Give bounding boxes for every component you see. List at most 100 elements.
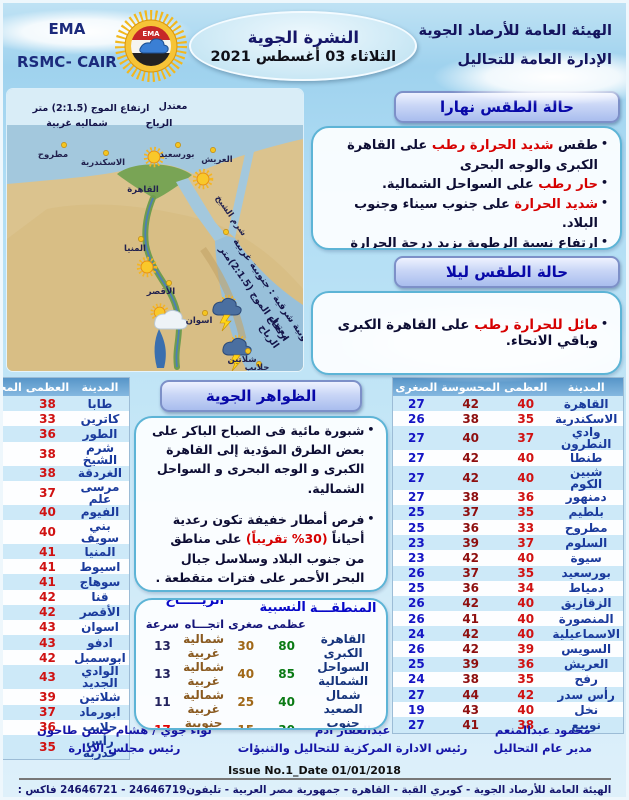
table-cell: 27 — [408, 396, 425, 411]
table-row: العريش 36 39 25 — [393, 656, 623, 672]
table-cell: 39 — [39, 690, 56, 705]
map-city-label: القاهرة — [127, 185, 159, 195]
table-cell: 40 — [517, 702, 535, 717]
table-cell: 42 — [39, 590, 56, 605]
table-cell: سوهاج — [79, 574, 121, 589]
bullet-marker: • — [600, 195, 608, 209]
table-cell: 40 — [517, 626, 535, 641]
table-cell: بلطيم — [568, 505, 604, 520]
svg-text:EMA: EMA — [142, 30, 160, 38]
table-cell: 19 — [408, 702, 425, 717]
table-cell: 35 — [39, 740, 56, 754]
table-cell: العريش — [564, 657, 609, 672]
wind-subheader-row: عظمى صغرى اتجـــاه سرعة — [144, 616, 379, 632]
signature-title: رئيس الادارة المركزية للتحاليل والتنبؤات — [237, 740, 468, 755]
table-cell: 41 — [462, 717, 480, 732]
body-text: شبورة مائية فى الصباح الباكر على بعض الط… — [152, 422, 365, 496]
table-cell: 26 — [408, 411, 425, 426]
map-city-label: مطروح — [38, 150, 68, 160]
table-cell: الغردقة — [77, 466, 123, 481]
table-cell: 38 — [462, 672, 480, 687]
table-cell: 44 — [3, 635, 24, 650]
table-cell: 39 — [517, 642, 535, 657]
bullet-item: •ارتفاع نسبة الرطوبة يزيد درجة الحرارة ا… — [325, 234, 608, 249]
table-cell: 41 — [39, 574, 56, 589]
day-weather-box: • طقس شديد الحرارة رطب على القاهرة الكبرى… — [311, 126, 622, 250]
table-row: دمياط 34 36 25 — [393, 580, 623, 596]
table-cell: 44 — [3, 665, 24, 689]
table-row: بلطيم 35 37 25 — [393, 504, 623, 520]
table-cell: شمالية غربية — [183, 632, 225, 660]
table-cell: 25 — [237, 695, 255, 709]
table-row: الاسكندرية 35 38 26 — [393, 411, 623, 427]
signature-right: محمود عبدالمنعم مدير عام التحاليل — [493, 722, 592, 762]
table-cell: 42 — [462, 470, 480, 485]
bulletin-title: النشرة الجوية — [247, 27, 359, 47]
highlighted-text: مائل للحرارة رطب — [474, 317, 598, 333]
table-row: الغردقة384129 — [3, 465, 129, 481]
table-cell: 27 — [408, 687, 425, 702]
col-humidity-max: عظمى — [267, 617, 306, 631]
table-cell: الوادي الجديد — [81, 664, 119, 691]
table-cell: 38 — [3, 735, 24, 759]
table-cell: رأس سدر — [557, 687, 615, 702]
temperature-table-upper-egypt: المدينة العظمى المحسوسة الصغرى طابا38402… — [3, 378, 129, 759]
bullet-marker: • — [600, 176, 608, 189]
table-cell: 40 — [237, 667, 255, 681]
table-row: شرم الشيخ384127 — [3, 441, 129, 466]
table-cell: 35 — [517, 672, 535, 687]
col-city: المدينة — [71, 378, 129, 396]
body-text: على جنوب سيناء وجنوب البلاد. — [354, 196, 598, 232]
table-cell: 37 — [462, 505, 480, 520]
highlighted-text: حار رطب — [538, 177, 598, 192]
bullet-item: • فرص أمطار خفيفة تكون رعدية أحياناً (30%… — [148, 510, 374, 588]
table-cell: 25 — [408, 505, 425, 520]
egypt-weather-map: ارتفاع الموج (2:1.5) متر شماليه غربية مع… — [7, 89, 303, 371]
table-cell: 36 — [517, 490, 535, 505]
table-row: القاهرة الكبرى 80 30 شمالية غربية 13 — [144, 632, 379, 660]
map-city-label: الاسكندرية — [81, 158, 125, 168]
table-cell: 34 — [517, 581, 535, 596]
table-cell: طنطا — [570, 450, 603, 465]
table-cell: القاهرة — [563, 396, 609, 411]
table-row: طنطا 40 42 27 — [393, 450, 623, 466]
table-cell: الزقازيق — [560, 596, 612, 611]
table-row: مطروح 33 36 25 — [393, 519, 623, 536]
map-city-label: الأقصر — [146, 286, 176, 297]
table-row: الزقازيق 40 42 26 — [393, 595, 623, 612]
table-cell: مطروح — [564, 520, 608, 535]
table-cell: حلايب — [82, 720, 118, 735]
table-cell: 35 — [517, 411, 535, 426]
table-header-row: المدينة العظمى المحسوسة الصغرى — [3, 378, 129, 396]
table-cell: 41 — [462, 611, 480, 626]
table-cell: 42 — [462, 450, 480, 465]
table-row: مرسى علم374027 — [3, 480, 129, 505]
table-cell: 37 — [39, 705, 56, 720]
footer: الهيئة العامة للأرصاد الجوية - كوبري الق… — [3, 783, 626, 797]
col-min: الصغرى — [393, 378, 440, 396]
map-wave-north-dir: شماليه غربية — [46, 118, 107, 129]
table-cell: 11 — [154, 695, 171, 709]
table-cell: السويس — [561, 642, 612, 657]
col-feel: المحسوسة — [3, 378, 24, 396]
middle-column: الظواهر الجوية • شبورة مائية فى الصباح ال… — [133, 378, 389, 730]
table-cell: 15 — [237, 723, 255, 730]
table-row: وادي النطرون 37 40 27 — [393, 426, 623, 451]
table-cell: 39 — [3, 426, 24, 441]
table-cell: الفيوم — [80, 505, 120, 520]
map-city-label: اسوان — [186, 316, 213, 326]
map-city-label: المنيا — [124, 244, 146, 254]
bullet-item: • مائل للحرارة رطب على القاهرة الكبرى وبا… — [325, 317, 608, 349]
table-cell: الاسماعيلية — [552, 626, 620, 641]
table-cell: المنيا — [84, 544, 116, 559]
table-cell: 43 — [39, 635, 56, 650]
issue-line: Issue No.1_Date 01/01/2018 — [18, 764, 611, 780]
table-cell: 42 — [517, 687, 535, 702]
table-cell: 41 — [3, 689, 24, 704]
tables-section: المدينة العظمى المحسوسة الصغرى القاهرة 40… — [3, 378, 626, 759]
map-city-label: حلايب — [245, 363, 270, 371]
table-cell: 41 — [39, 559, 56, 574]
highlighted-text: شديد الحرارة رطب — [431, 138, 554, 153]
table-cell: 43 — [3, 559, 24, 574]
